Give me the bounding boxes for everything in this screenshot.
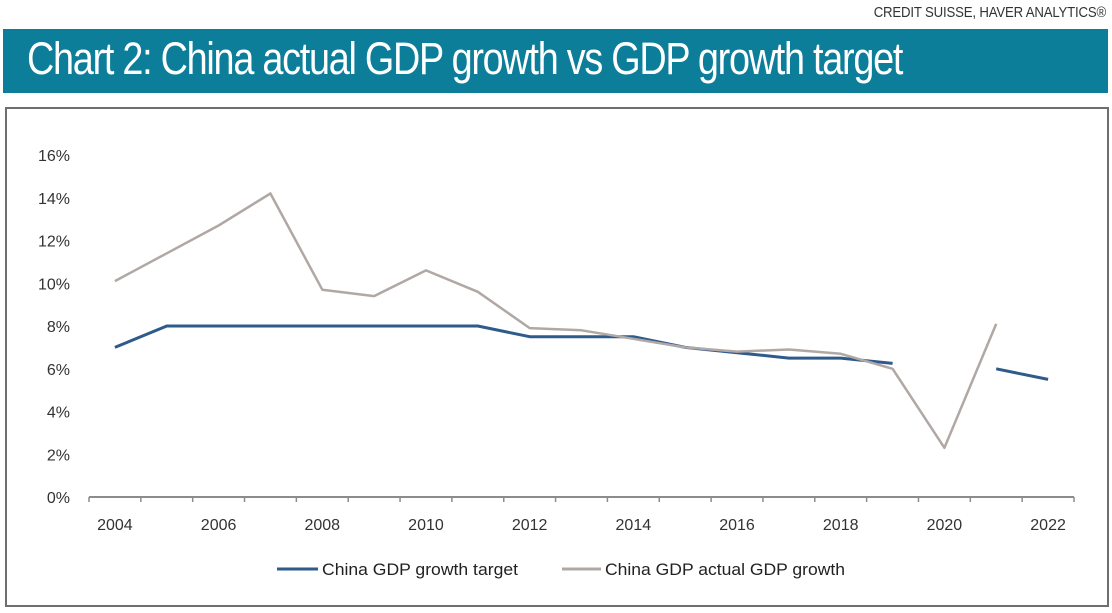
y-tick-label: 16%	[38, 148, 70, 165]
x-tick-label: 2004	[97, 517, 133, 534]
x-tick-label: 2022	[1030, 517, 1066, 534]
x-tick-label: 2018	[823, 517, 859, 534]
y-axis: 0% 2% 4% 6% 8% 10% 12% 14% 16%	[38, 148, 70, 507]
legend-item: China GDP growth target	[277, 560, 518, 579]
x-tick-label: 2016	[719, 517, 755, 534]
y-tick-label: 14%	[38, 191, 70, 208]
actual-series	[114, 192, 998, 450]
target-series	[114, 324, 1049, 381]
x-tick-label: 2014	[616, 517, 652, 534]
legend-item: China GDP actual GDP growth	[562, 560, 845, 579]
x-tick-label: 2010	[408, 517, 444, 534]
chart-frame	[5, 107, 1109, 607]
x-tick-label: 2006	[201, 517, 237, 534]
y-tick-label: 2%	[47, 447, 70, 464]
x-tick-label: 2012	[512, 517, 548, 534]
title-bar: Chart 2: China actual GDP growth vs GDP …	[3, 29, 1108, 93]
x-tick-label: 2020	[927, 517, 963, 534]
y-tick-label: 6%	[47, 362, 70, 379]
y-tick-label: 0%	[47, 490, 70, 507]
series-group	[114, 192, 1049, 450]
y-tick-label: 10%	[38, 276, 70, 293]
source-credit: CREDIT SUISSE, HAVER ANALYTICS®	[873, 4, 1107, 21]
legend-label: China GDP growth target	[322, 560, 518, 579]
x-axis: 2004 2006 2008 2010 2012 2014 2016 2018 2020 2022	[88, 496, 1075, 534]
x-tick-label: 2008	[304, 517, 340, 534]
actual-series-line	[114, 192, 998, 450]
target-series-line	[114, 324, 1049, 381]
y-tick-label: 4%	[47, 405, 70, 422]
chart-title: Chart 2: China actual GDP growth vs GDP …	[27, 33, 903, 84]
legend-label: China GDP actual GDP growth	[605, 560, 845, 579]
legend: China GDP growth target China GDP actual …	[277, 560, 845, 579]
y-tick-label: 8%	[47, 319, 70, 336]
y-tick-label: 12%	[38, 234, 70, 251]
